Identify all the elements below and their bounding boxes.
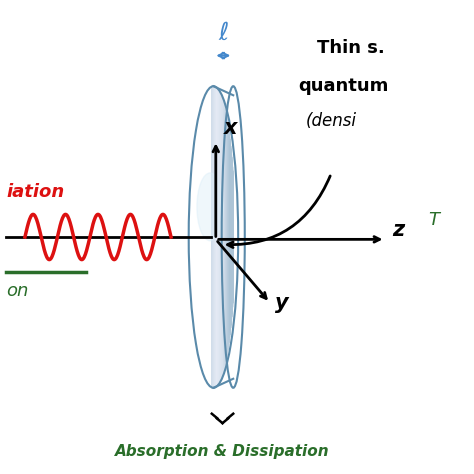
Text: Absorption & Dissipation: Absorption & Dissipation bbox=[115, 444, 330, 459]
Text: quantum: quantum bbox=[298, 77, 389, 95]
Text: Thin s.: Thin s. bbox=[317, 39, 385, 57]
Text: iation: iation bbox=[6, 183, 64, 201]
Text: y: y bbox=[275, 293, 288, 313]
Text: $T$: $T$ bbox=[428, 211, 442, 229]
Text: x: x bbox=[224, 118, 238, 138]
Ellipse shape bbox=[197, 173, 223, 241]
Text: (densi: (densi bbox=[305, 112, 356, 130]
Text: z: z bbox=[392, 219, 405, 239]
Text: on: on bbox=[6, 282, 28, 300]
Text: $\ell$: $\ell$ bbox=[218, 21, 229, 45]
